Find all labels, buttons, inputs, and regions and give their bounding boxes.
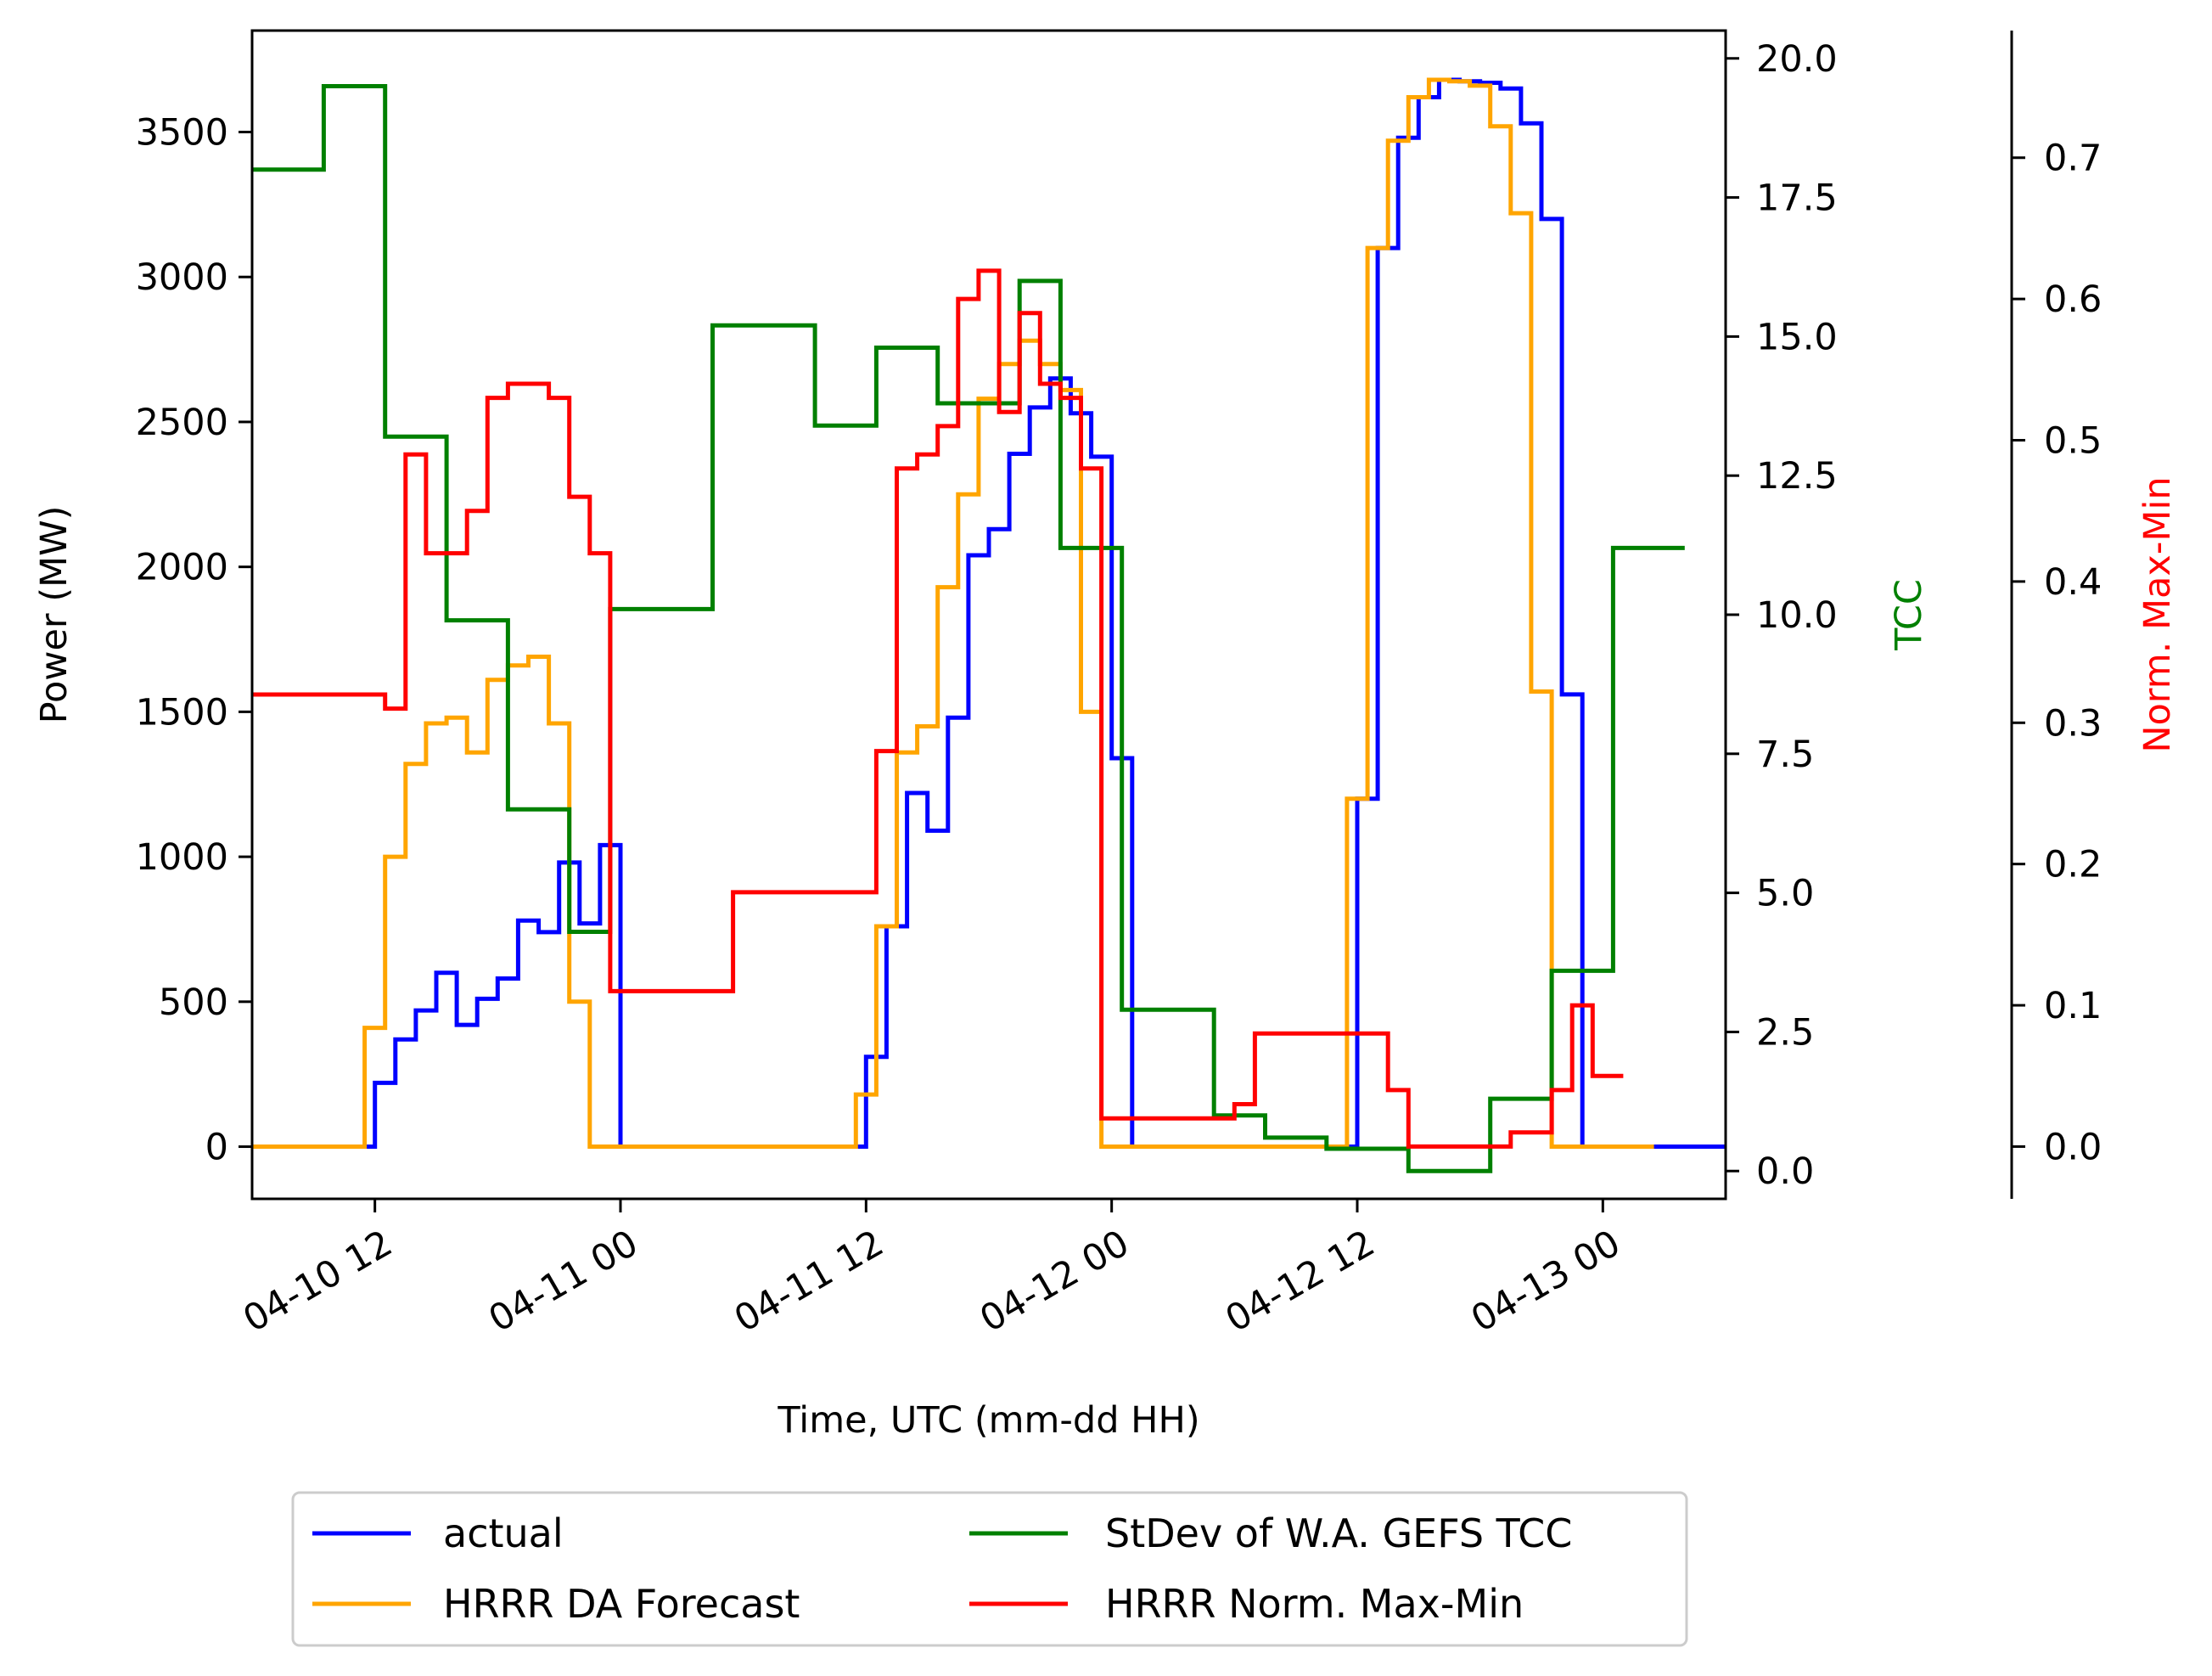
y-tick-label: 3000 xyxy=(136,256,228,299)
y-axis-right-normmaxmin: 0.0 0.1 0.2 0.3 0.4 0.5 0.6 0.7 xyxy=(2012,138,2102,1168)
y-tick-label: 0.6 xyxy=(2044,278,2102,321)
y-tick-label: 0 xyxy=(205,1127,228,1169)
x-tick-label: 04-11 12 xyxy=(727,1222,890,1341)
series-line-hrrr-norm-max-min xyxy=(252,268,1624,1149)
series-line-actual xyxy=(252,77,1726,1149)
x-axis-label: Time, UTC (mm-dd HH) xyxy=(777,1399,1199,1442)
x-tick-label: 04-11 00 xyxy=(482,1222,645,1341)
y-tick-label: 7.5 xyxy=(1756,734,1814,776)
series-line-hrrr-da-forecast xyxy=(252,77,1654,1149)
y-tick-label: 20.0 xyxy=(1756,38,1838,81)
x-tick-label: 04-13 00 xyxy=(1464,1222,1627,1341)
y-tick-label: 2.5 xyxy=(1756,1011,1814,1054)
y-tick-label: 0.0 xyxy=(2044,1126,2102,1168)
y-tick-label: 0.0 xyxy=(1756,1150,1814,1193)
legend-label-hrrr-da: HRRR DA Forecast xyxy=(443,1581,800,1627)
y-tick-label: 0.3 xyxy=(2044,702,2102,745)
y-tick-label: 10.0 xyxy=(1756,594,1838,637)
y-tick-label: 15.0 xyxy=(1756,316,1838,358)
y-tick-label: 5.0 xyxy=(1756,873,1814,915)
x-tick-label: 04-10 12 xyxy=(236,1222,399,1341)
y-tick-label: 17.5 xyxy=(1756,177,1838,220)
y-axis-right-tcc: 0.0 2.5 5.0 7.5 10.0 12.5 15.0 17.5 20.0 xyxy=(1726,38,1838,1193)
legend-box xyxy=(291,1491,1688,1647)
legend-label-normmaxmin: HRRR Norm. Max-Min xyxy=(1105,1581,1524,1627)
y-tick-label: 0.4 xyxy=(2044,561,2102,604)
y-tick-label: 0.5 xyxy=(2044,420,2102,463)
y-tick-label: 12.5 xyxy=(1756,455,1838,498)
y-tick-label: 1000 xyxy=(136,836,228,879)
y-tick-label: 2500 xyxy=(136,402,228,444)
y-tick-label: 3500 xyxy=(136,112,228,155)
x-axis: 04-10 12 04-11 00 04-11 12 04-12 00 04-12 12… xyxy=(236,1199,1627,1341)
y-tick-label: 0.1 xyxy=(2044,985,2102,1027)
y-tick-label: 1500 xyxy=(136,691,228,734)
y-tick-label: 2000 xyxy=(136,547,228,589)
y-axis-left: 0 500 1000 1500 2000 2500 3000 3500 xyxy=(136,112,252,1169)
y-tick-label: 0.7 xyxy=(2044,138,2102,180)
x-tick-label: 04-12 12 xyxy=(1219,1222,1382,1341)
y-tick-label: 500 xyxy=(159,981,228,1024)
y-tick-label: 0.2 xyxy=(2044,844,2102,886)
legend-label-stdev-tcc: StDev of W.A. GEFS TCC xyxy=(1105,1510,1572,1556)
y2-axis-label: TCC xyxy=(1888,579,1930,651)
legend-label-actual: actual xyxy=(443,1510,564,1556)
y3-axis-label: Norm. Max-Min xyxy=(2136,476,2179,752)
y-axis-label: Power (MW) xyxy=(33,506,76,724)
legend: actual StDev of W.A. GEFS TCC HRRR DA Fo… xyxy=(291,1491,1688,1647)
plot-series-group xyxy=(252,77,1726,1173)
x-tick-label: 04-12 00 xyxy=(973,1222,1136,1341)
